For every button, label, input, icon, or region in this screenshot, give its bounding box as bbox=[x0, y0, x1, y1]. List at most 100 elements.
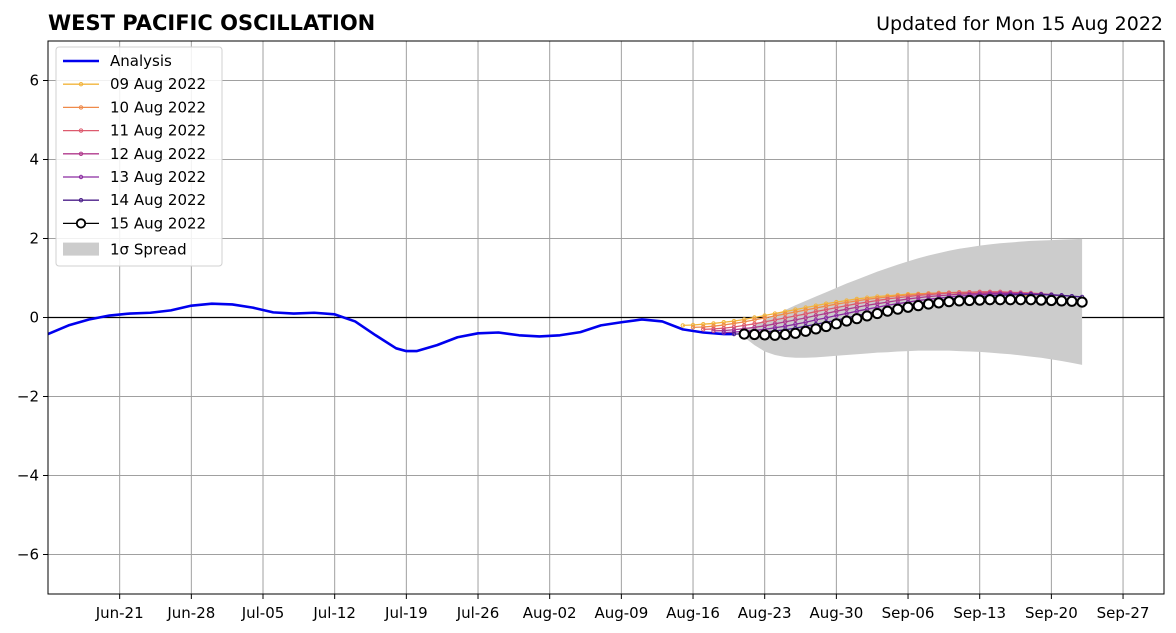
forecast-point bbox=[1045, 294, 1057, 307]
forecast-point bbox=[772, 317, 778, 323]
legend-marker bbox=[78, 151, 84, 157]
forecast-point bbox=[1004, 294, 1017, 306]
forecast-point bbox=[793, 317, 798, 323]
forecast-point bbox=[834, 313, 839, 318]
forecast-point bbox=[851, 313, 863, 325]
y-tick-label: −2 bbox=[17, 388, 39, 406]
forecast-point bbox=[916, 293, 921, 298]
forecast-point bbox=[926, 294, 931, 299]
forecast-point bbox=[823, 301, 829, 306]
forecast-point bbox=[701, 324, 706, 330]
legend-label-forecast: 14 Aug 2022 bbox=[110, 191, 206, 209]
forecast-point bbox=[994, 294, 1006, 306]
forecast-point bbox=[963, 294, 976, 307]
x-axis: Jun-21 Jun-28 Jul-05 Jul-12 Jul-19 Jul-26 Aug-… bbox=[95, 594, 1150, 622]
forecast-point bbox=[800, 325, 812, 337]
forecast-point bbox=[731, 331, 737, 337]
legend-label-forecast: 09 Aug 2022 bbox=[110, 75, 206, 93]
legend: Analysis 09 Aug 2022 10 Aug 2022 11 Aug 202… bbox=[55, 46, 223, 267]
forecast-point bbox=[762, 315, 767, 321]
forecast-point bbox=[711, 323, 716, 329]
x-tick-label: Sep-06 bbox=[882, 604, 935, 622]
forecast-point bbox=[782, 315, 788, 321]
forecast-point bbox=[782, 319, 788, 325]
forecast-point bbox=[823, 311, 829, 316]
forecast-point bbox=[762, 313, 767, 318]
x-tick-label: Aug-02 bbox=[523, 604, 577, 622]
forecast-point bbox=[731, 327, 737, 332]
forecast-point bbox=[1035, 294, 1047, 306]
forecast-point bbox=[834, 308, 839, 314]
forecast-point bbox=[721, 330, 726, 335]
x-tick-label: Aug-09 bbox=[594, 604, 648, 622]
y-tick-label: 4 bbox=[29, 151, 39, 169]
forecast-point bbox=[820, 320, 832, 333]
forecast-point bbox=[844, 311, 849, 316]
forecast-point bbox=[769, 329, 781, 341]
forecast-point bbox=[793, 309, 798, 315]
forecast-point bbox=[759, 329, 771, 341]
forecast-point bbox=[854, 308, 860, 314]
x-tick-label: Aug-16 bbox=[666, 604, 720, 622]
forecast-point bbox=[912, 300, 924, 312]
forecast-point bbox=[690, 325, 696, 330]
forecast-point bbox=[813, 303, 819, 308]
y-tick-label: −4 bbox=[17, 467, 39, 485]
forecast-point bbox=[1025, 294, 1037, 306]
forecast-point bbox=[803, 311, 808, 317]
forecast-point bbox=[844, 307, 849, 312]
forecast-point bbox=[1056, 295, 1068, 307]
forecast-point bbox=[711, 321, 716, 326]
legend-label-forecast: 12 Aug 2022 bbox=[110, 145, 206, 163]
x-tick-label: Jul-12 bbox=[312, 604, 356, 622]
forecast-point bbox=[810, 323, 822, 335]
forecast-point bbox=[864, 297, 870, 302]
x-tick-label: Sep-20 bbox=[1025, 604, 1078, 622]
forecast-point bbox=[772, 313, 778, 319]
legend-label-forecast: 13 Aug 2022 bbox=[110, 168, 206, 186]
x-tick-label: Aug-23 bbox=[738, 604, 792, 622]
analysis-line bbox=[47, 302, 734, 353]
forecast-point bbox=[721, 325, 726, 331]
x-tick-label: Jun-28 bbox=[166, 604, 215, 622]
x-tick-label: Jul-26 bbox=[456, 604, 500, 622]
forecast-point bbox=[738, 328, 750, 340]
forecast-point bbox=[803, 305, 808, 310]
forecast-point bbox=[782, 309, 788, 314]
legend-marker bbox=[78, 198, 84, 203]
forecast-point bbox=[871, 307, 883, 320]
x-tick-label: Sep-27 bbox=[1097, 604, 1150, 622]
markers-layer bbox=[738, 294, 1088, 341]
legend-marker bbox=[78, 174, 84, 180]
forecast-point bbox=[902, 301, 914, 313]
forecast-point bbox=[803, 320, 808, 325]
analysis-layer bbox=[47, 302, 734, 353]
chart-subtitle: Updated for Mon 15 Aug 2022 bbox=[876, 13, 1163, 35]
forecast-line bbox=[703, 291, 1052, 330]
legend-marker bbox=[78, 128, 84, 133]
x-tick-label: Jul-05 bbox=[241, 604, 285, 622]
chart-title: WEST PACIFIC OSCILLATION bbox=[48, 11, 375, 35]
forecast-point bbox=[823, 315, 829, 321]
forecast-point bbox=[752, 315, 757, 320]
x-tick-label: Sep-13 bbox=[953, 604, 1006, 622]
legend-marker bbox=[78, 105, 84, 110]
forecast-point bbox=[984, 294, 996, 306]
forecast-point bbox=[701, 327, 706, 332]
forecast-point bbox=[974, 294, 986, 306]
y-tick-label: 6 bbox=[29, 72, 39, 90]
legend-box bbox=[55, 46, 223, 267]
forecast-point bbox=[793, 322, 798, 327]
forecast-point bbox=[742, 317, 747, 322]
forecast-point bbox=[916, 295, 921, 300]
forecast-point bbox=[748, 328, 761, 341]
legend-marker bbox=[78, 82, 84, 87]
forecast-point bbox=[762, 319, 767, 325]
forecast-point bbox=[680, 323, 685, 328]
forecast-point bbox=[813, 317, 819, 323]
forecast-point bbox=[861, 310, 873, 322]
forecast-point bbox=[892, 303, 904, 315]
forecast-point bbox=[789, 327, 802, 339]
forecast-point bbox=[933, 297, 945, 309]
